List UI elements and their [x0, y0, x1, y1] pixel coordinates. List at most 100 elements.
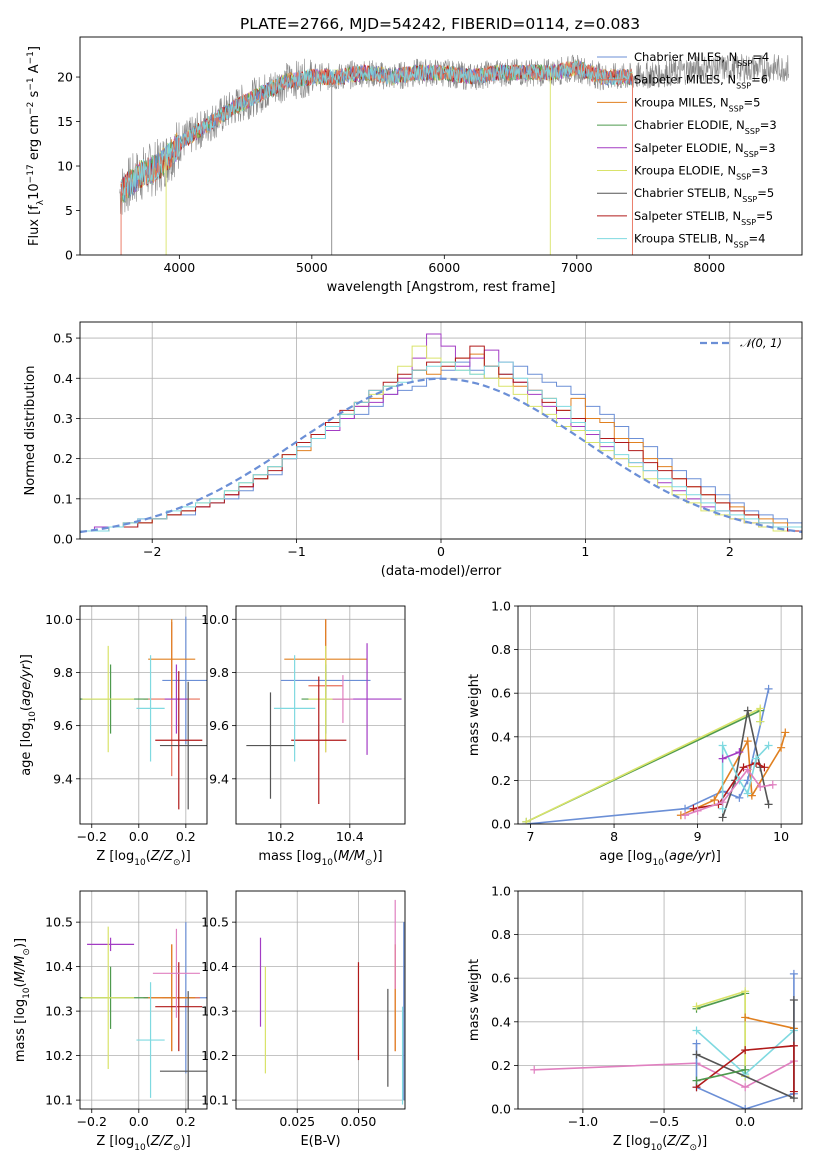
- weight-marker: [756, 704, 765, 713]
- label-part: age/yr: [19, 663, 34, 706]
- y-tick-label: 0.4: [491, 729, 511, 744]
- legend-label-main: Chabrier MILES, N: [634, 50, 737, 64]
- label-part: (data-model)/error: [381, 564, 502, 579]
- x-axis-label: Z [log10(Z/Z⊙)]: [613, 1134, 707, 1153]
- label-part: Z [log: [96, 1134, 134, 1149]
- label-part: Z/Z: [150, 849, 174, 864]
- x-tick-label: 8000: [693, 260, 725, 275]
- plot-area: [119, 53, 789, 255]
- weight-marker: [760, 763, 769, 772]
- label-part: )]: [181, 849, 191, 864]
- label-part: mass [log: [258, 849, 321, 864]
- label-part: age/yr: [669, 849, 712, 864]
- weight-marker: [743, 706, 752, 715]
- label-part: 10: [27, 183, 42, 200]
- weight-marker: [681, 811, 690, 820]
- legend-label-main: Chabrier STELIB, N: [634, 186, 742, 200]
- weight-marker: [741, 1065, 750, 1074]
- x-tick-label: 0.0: [129, 829, 149, 844]
- label-part: −2: [26, 102, 36, 115]
- label-part: )]: [19, 654, 34, 664]
- weight-marker: [756, 717, 765, 726]
- weight-marker: [692, 1039, 701, 1048]
- legend-label-sub: SSP: [742, 195, 757, 204]
- plot-area: [246, 619, 402, 805]
- weight-marker: [768, 780, 777, 789]
- weight-marker: [530, 1065, 539, 1074]
- y-tick-label: 20: [57, 70, 73, 85]
- y-tick-label: 9.8: [209, 665, 229, 680]
- label-part: 10: [651, 1143, 663, 1153]
- label-part: age [log: [19, 723, 34, 776]
- label-part: ]: [27, 46, 42, 51]
- weight-line-chabrier-elodie: [696, 992, 746, 1077]
- x-axis-label: (data-model)/error: [381, 564, 502, 579]
- weight-marker: [522, 817, 531, 824]
- weight-marker: [692, 1050, 701, 1059]
- x-tick-label: 10.4: [336, 829, 364, 844]
- y-tick-label: 0.8: [491, 642, 511, 657]
- legend-label-eq: =3: [760, 118, 777, 132]
- histogram-kroupa-stelib: [80, 361, 802, 539]
- axes-frame: [79, 605, 208, 825]
- label-part: wavelength [Angstrom, rest frame]: [327, 280, 556, 295]
- y-tick-label: 9.4: [209, 771, 229, 786]
- weight-marker: [718, 741, 727, 750]
- legend-label: Chabrier STELIB, NSSP=5: [634, 186, 774, 204]
- label-part: )]: [181, 1134, 191, 1149]
- y-tick-label: 0.5: [53, 331, 73, 346]
- x-tick-label: 7: [527, 829, 535, 844]
- weight-line-chabrier-elodie: [696, 1069, 746, 1082]
- x-tick-label: 6000: [428, 260, 460, 275]
- axes-frame: [235, 890, 406, 1110]
- x-tick-label: −1.0: [568, 1114, 598, 1129]
- weight-line-chabrier-stelib: [721, 710, 770, 818]
- weight-marker: [741, 1083, 750, 1092]
- legend-label-eq: =3: [751, 164, 768, 178]
- weight-marker: [735, 793, 744, 802]
- weight-marker: [741, 1105, 750, 1109]
- legend-label-main: Salpeter STELIB, N: [634, 209, 741, 223]
- model-spectrum-salpeter-stelib: [120, 62, 633, 197]
- x-axis-label: E(B-V): [300, 1134, 340, 1149]
- label-part: 10: [28, 711, 38, 723]
- weight-marker: [764, 800, 773, 809]
- label-part: 10: [652, 858, 664, 868]
- weight-marker: [718, 813, 727, 822]
- label-part: mass weight: [467, 674, 482, 756]
- weight-marker: [777, 743, 786, 752]
- panel-age_vs_Z: −0.2 0.0 0.29.49.69.810.0Z [log10(Z/Z⊙)]ag…: [19, 605, 208, 868]
- y-tick-label: 1.0: [491, 599, 511, 614]
- weight-marker: [764, 684, 773, 693]
- legend-label: Kroupa ELODIE, NSSP=3: [634, 164, 768, 182]
- weight-marker: [692, 1076, 701, 1085]
- panel-mass_vs_EBV: 0.025 0.050 10.1 10.2 10.3 10.4 10.5 E(B-V): [201, 890, 406, 1149]
- weight-marker: [752, 754, 761, 763]
- label-part: 10: [22, 987, 32, 999]
- axes-frame: [79, 321, 803, 540]
- grid: [236, 606, 405, 824]
- axes-frame: [79, 36, 803, 256]
- x-tick-label: −2: [143, 544, 161, 559]
- grid: [236, 891, 405, 1109]
- weight-marker: [718, 798, 727, 807]
- weight-marker: [789, 1041, 798, 1050]
- x-axis-label: Z [log10(Z/Z⊙)]: [96, 849, 190, 868]
- label-part: )]: [711, 849, 721, 864]
- weight-marker: [741, 1046, 750, 1055]
- residual-legend: 𝒩(0, 1): [700, 336, 782, 350]
- legend-label-sub: SSP: [741, 217, 756, 226]
- legend-label: Salpeter ELODIE, NSSP=3: [634, 141, 776, 159]
- x-tick-label: 7000: [561, 260, 593, 275]
- x-tick-label: 1: [581, 544, 589, 559]
- weight-line-kroupa-elodie: [696, 990, 746, 1077]
- plot-area: [80, 616, 207, 810]
- x-tick-label: 5000: [296, 260, 328, 275]
- legend-label-main: Salpeter MILES, N: [634, 73, 736, 87]
- label-part: age [log: [599, 849, 652, 864]
- weight-marker: [781, 728, 790, 737]
- weight-marker: [692, 1026, 701, 1035]
- label-part: (: [146, 849, 151, 864]
